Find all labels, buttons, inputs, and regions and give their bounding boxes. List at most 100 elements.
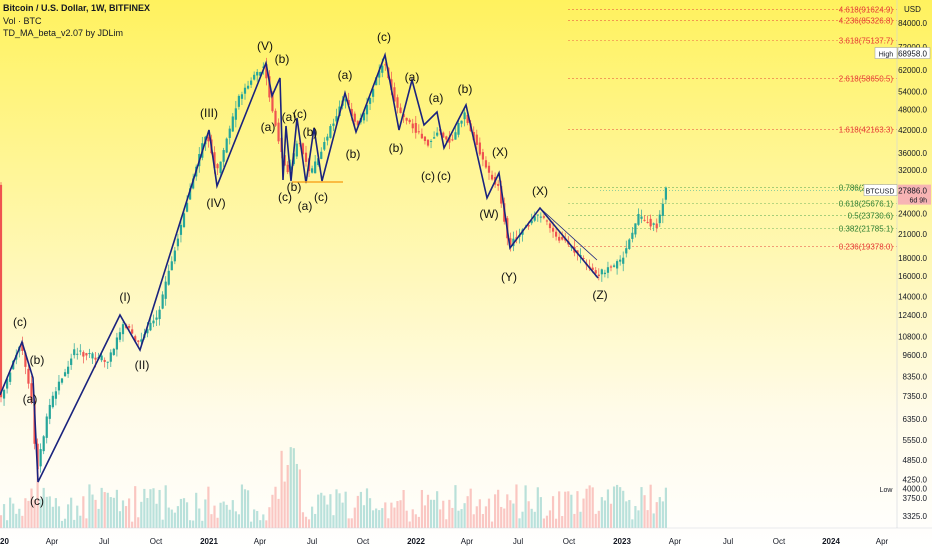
price-tick-label: 36000.0: [898, 149, 927, 158]
price-tick-label: 4000.0: [903, 485, 928, 494]
high-tag-box: [874, 47, 898, 59]
candle-body: [51, 395, 54, 408]
volume-bar: [307, 519, 311, 528]
candle-body: [411, 123, 414, 129]
price-tick-label: 4250.0: [903, 476, 928, 485]
volume-bar: [439, 509, 442, 528]
volume-bar: [487, 498, 491, 528]
volume-bar: [582, 498, 585, 528]
volume-bar: [368, 498, 372, 528]
volume-bar: [173, 512, 176, 528]
candle-body: [384, 64, 387, 66]
wave-label: (a): [298, 199, 313, 213]
candle-body: [149, 322, 152, 331]
wave-label: (a): [23, 392, 38, 406]
candle-body: [73, 349, 76, 356]
volume-bar: [548, 510, 552, 528]
volume-bar: [481, 514, 484, 528]
candle-body: [609, 266, 613, 268]
candle-body: [399, 107, 402, 113]
volume-bar: [515, 484, 518, 528]
volume-bar: [118, 511, 122, 528]
candle-body: [134, 336, 137, 342]
volume-bar: [597, 510, 600, 528]
candle-body: [344, 98, 347, 102]
volume-bar: [423, 505, 427, 528]
volume-bar: [124, 506, 128, 528]
candle-body: [30, 383, 33, 402]
price-tick-label: 3750.0: [903, 494, 928, 503]
volume-bar: [362, 505, 366, 528]
legend-volume[interactable]: Vol · BTC: [3, 15, 42, 26]
volume-bar: [530, 508, 533, 528]
volume-bar: [329, 494, 332, 528]
candle-body: [527, 225, 530, 227]
candle-body: [79, 350, 82, 352]
candle-body: [622, 257, 625, 264]
volume-bar: [634, 506, 637, 528]
volume-bar: [295, 463, 298, 528]
fib-label: 3.618(75137.7): [839, 36, 894, 45]
candle-body: [429, 140, 433, 142]
wave-label: (Y): [501, 270, 517, 284]
volume-bar: [76, 505, 79, 528]
volume-bar: [189, 520, 192, 528]
volume-bar: [140, 501, 143, 528]
candle-body: [207, 136, 210, 142]
candle-body: [530, 220, 533, 224]
time-tick-label: Jul: [513, 537, 523, 546]
fib-label: 0.618(25676.1): [839, 199, 894, 208]
volume-bar: [533, 511, 536, 528]
price-tick-label: 16000.0: [898, 272, 927, 281]
candle-body: [594, 270, 597, 274]
volume-bar: [15, 513, 18, 528]
candle-body: [179, 224, 183, 235]
volume-bar: [134, 486, 137, 528]
wave-label: (a): [261, 120, 276, 134]
volume-bar: [478, 499, 481, 528]
volume-bar: [378, 510, 381, 528]
volume-bar: [564, 491, 567, 528]
candle-body: [664, 187, 667, 200]
volume-bar: [637, 510, 640, 528]
candle-body: [274, 110, 277, 126]
time-tick-label: Apr: [46, 537, 59, 546]
candle-body: [381, 65, 384, 73]
candle-body: [24, 352, 27, 367]
candle-body: [0, 184, 3, 398]
volume-bar: [149, 489, 152, 528]
candle-body: [616, 261, 619, 269]
volume-bar: [588, 485, 591, 528]
volume-bar: [176, 506, 179, 528]
price-tick-label: 18000.0: [898, 254, 927, 263]
candle-body: [268, 76, 271, 98]
volume-bar: [387, 518, 390, 528]
volume-bar: [445, 519, 448, 528]
candle-body: [365, 104, 369, 115]
volume-bar: [262, 514, 265, 528]
fib-label: 2.618(58650.5): [839, 75, 894, 84]
legend-indicator[interactable]: TD_MA_beta_v2.07 by JDLim: [3, 28, 124, 38]
volume-bar: [225, 504, 228, 528]
volume-bar: [0, 515, 3, 528]
volume-bar: [408, 521, 411, 528]
candle-body: [301, 143, 305, 155]
legend-title[interactable]: Bitcoin / U.S. Dollar, 1W, BITFINEX: [3, 3, 151, 13]
candle-body: [82, 352, 85, 357]
candle-body: [445, 136, 448, 140]
time-tick-label: Jul: [723, 537, 733, 546]
candle-body: [225, 138, 228, 153]
volume-bar: [274, 486, 277, 528]
candle-body: [448, 137, 451, 143]
volume-bar: [426, 494, 430, 528]
candle-body: [67, 366, 70, 374]
candle-body: [597, 274, 600, 277]
candle-body: [277, 122, 280, 142]
volume-bar: [289, 447, 292, 528]
price-tick-label: 6350.0: [903, 415, 928, 424]
time-tick-label: Apr: [461, 537, 474, 546]
candle-body: [649, 218, 652, 227]
price-tick-label: 12400.0: [898, 311, 927, 320]
volume-bar: [112, 497, 115, 528]
